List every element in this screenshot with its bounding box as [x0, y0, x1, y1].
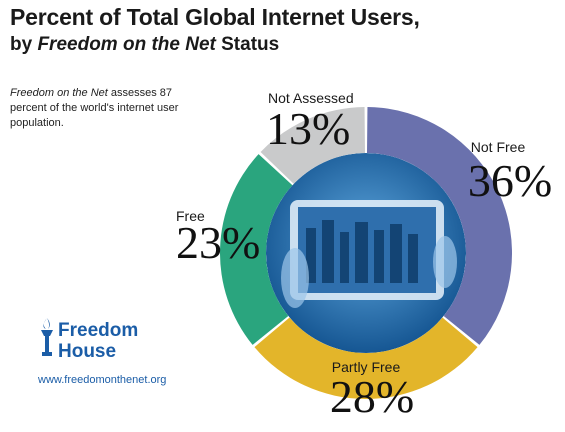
- logo-line-2: House: [58, 341, 117, 362]
- slice-value-free: 23%: [176, 217, 260, 268]
- donut-slice-not-free: [366, 107, 512, 345]
- subtitle-suffix: Status: [215, 34, 280, 55]
- slice-label-partly-free: Partly Free: [332, 359, 401, 375]
- slice-value-not-free: 36%: [468, 155, 552, 206]
- center-photo: [266, 153, 466, 353]
- website-link[interactable]: www.freedomonthenet.org: [38, 374, 167, 386]
- slice-label-not-free: Not Free: [471, 139, 526, 155]
- donut-slice-free: [220, 154, 293, 345]
- donut-segments: [220, 107, 512, 400]
- torch-logo-icon: [41, 318, 53, 356]
- slice-label-free: Free: [176, 208, 205, 224]
- chart-subtitle: by Freedom on the Net Status: [10, 34, 279, 56]
- slice-label-not-assessed: Not Assessed: [268, 90, 354, 106]
- slice-value-partly-free: 28%: [330, 371, 414, 422]
- logo-line-1: Freedom: [58, 320, 139, 341]
- hand-icon-right: [433, 236, 457, 288]
- subtitle-prefix: by: [10, 34, 38, 55]
- donut-slice-not-assessed: [260, 107, 366, 184]
- logo-wordmark: Freedom House: [58, 320, 138, 362]
- note-emphasis: Freedom on the Net: [10, 87, 108, 99]
- donut-slice-partly-free: [254, 317, 478, 400]
- chart-title: Percent of Total Global Internet Users,: [10, 4, 420, 30]
- note-text: assesses 87 percent of the world's inter…: [10, 87, 179, 129]
- slice-value-not-assessed: 13%: [266, 103, 350, 154]
- coverage-note: Freedom on the Net assesses 87 percent o…: [10, 86, 190, 131]
- hand-icon: [281, 248, 309, 308]
- subtitle-emphasis: Freedom on the Net: [37, 34, 216, 55]
